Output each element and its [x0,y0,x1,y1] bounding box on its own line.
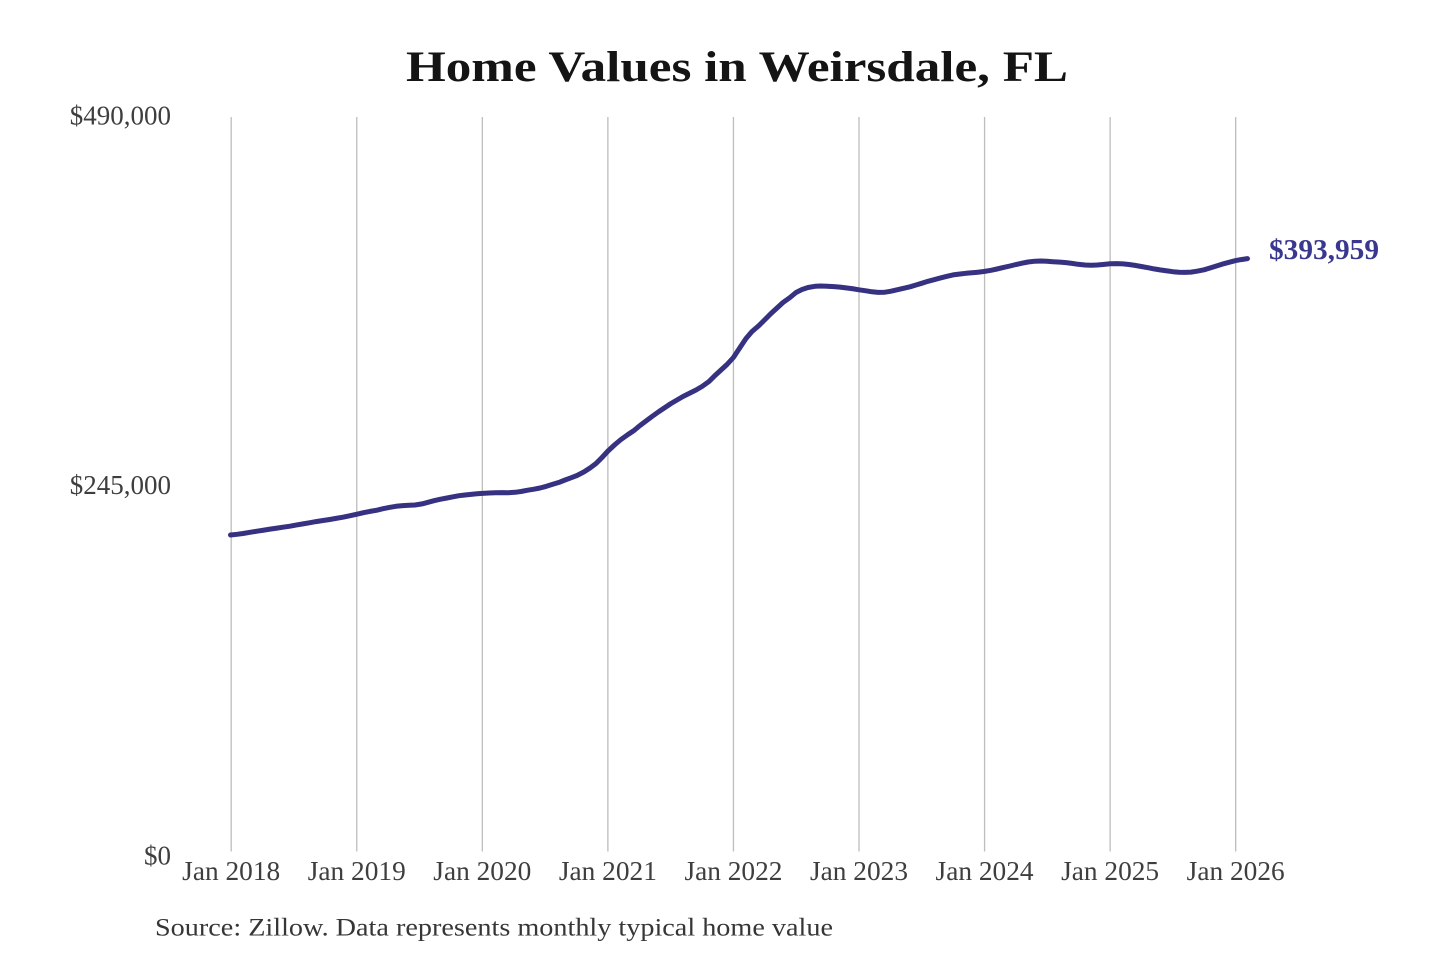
svg-text:Jan 2024: Jan 2024 [936,856,1034,886]
svg-text:Home Values in Weirsdale, FL: Home Values in Weirsdale, FL [406,44,1068,91]
svg-text:Jan 2021: Jan 2021 [559,856,657,886]
svg-text:Jan 2025: Jan 2025 [1061,856,1159,886]
svg-text:Jan 2019: Jan 2019 [308,856,406,886]
svg-text:Jan 2022: Jan 2022 [684,856,782,886]
svg-text:$490,000: $490,000 [70,101,171,131]
svg-text:$393,959: $393,959 [1269,235,1379,266]
svg-text:Jan 2026: Jan 2026 [1187,856,1285,886]
svg-text:Jan 2018: Jan 2018 [182,856,280,886]
svg-text:Jan 2020: Jan 2020 [433,856,531,886]
svg-text:Source: Zillow. Data represent: Source: Zillow. Data represents monthly … [155,915,833,942]
svg-text:Jan 2023: Jan 2023 [810,856,908,886]
svg-text:$245,000: $245,000 [70,470,171,500]
svg-text:$0: $0 [144,841,171,871]
